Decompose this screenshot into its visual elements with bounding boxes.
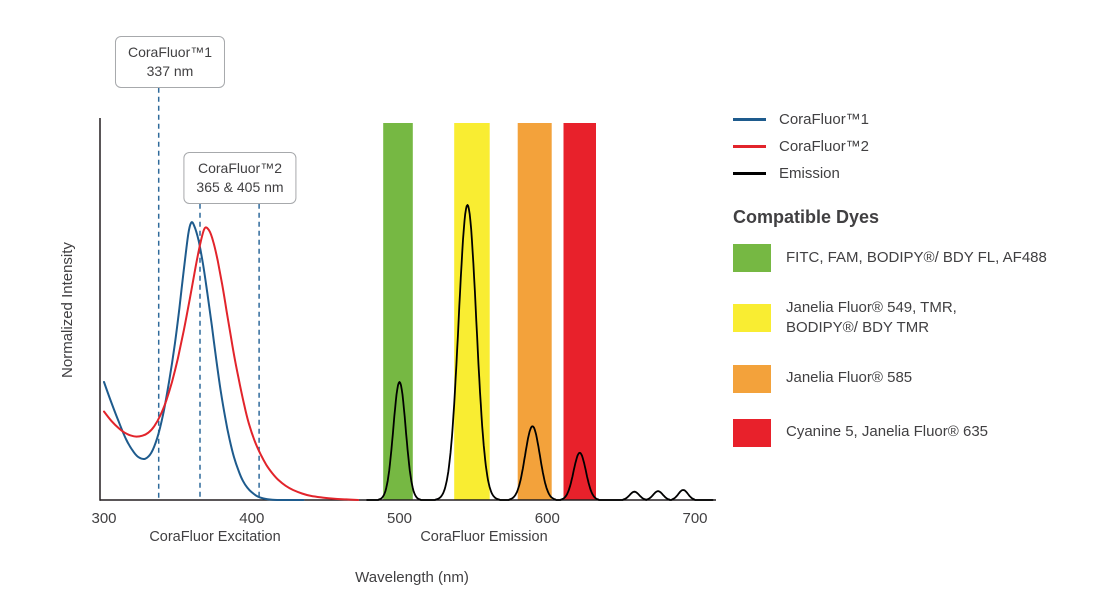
legend-item: CoraFluor™2 <box>733 133 1105 160</box>
x-tick-label: 700 <box>682 510 707 527</box>
legend-list: CoraFluor™1 CoraFluor™2 Emission <box>733 106 1105 187</box>
dye-band <box>563 123 596 500</box>
y-axis-title: Normalized Intensity <box>59 242 76 378</box>
legend-panel: CoraFluor™1 CoraFluor™2 Emission Compatibl… <box>733 106 1105 447</box>
dye-label: Janelia Fluor® 585 <box>786 369 913 387</box>
dye-label: FITC, FAM, BODIPY®/ BDY FL, AF488 <box>786 248 1047 266</box>
dye-label: Janelia Fluor® 549, TMR, BODIPY®/ BDY TMR <box>786 299 957 337</box>
x-tick-label: 500 <box>387 510 412 527</box>
dye-item: Janelia Fluor® 549, TMR, BODIPY®/ BDY TMR <box>733 298 1105 339</box>
callout-lines-layer <box>157 87 260 500</box>
x-tick-label: 400 <box>239 510 264 527</box>
dye-list: FITC, FAM, BODIPY®/ BDY FL, AF488 Janelia… <box>733 244 1105 447</box>
bands-layer <box>383 123 596 500</box>
legend-line-swatch <box>733 172 766 175</box>
legend-label: Emission <box>779 165 840 182</box>
callout-2-title: CoraFluor™2 <box>197 160 283 176</box>
dye-color-swatch <box>733 304 771 333</box>
emission-section-label: CoraFluor Emission <box>420 529 547 545</box>
legend-item: CoraFluor™1 <box>733 106 1105 133</box>
legend-label: CoraFluor™2 <box>779 138 870 155</box>
legend-line-swatch <box>733 145 766 148</box>
spectrum-curve-excitation <box>103 226 360 501</box>
spectrum-curve-excitation <box>103 221 305 502</box>
x-tick-label: 600 <box>535 510 560 527</box>
compatible-dyes-heading: Compatible Dyes <box>733 207 880 227</box>
callout-2: CoraFluor™2 365 & 405 nm <box>183 152 297 204</box>
dye-item: Cyanine 5, Janelia Fluor® 635 <box>733 418 1105 447</box>
legend-label: CoraFluor™1 <box>779 111 870 128</box>
legend-line-swatch <box>733 118 766 121</box>
dye-band <box>383 123 413 500</box>
callout-1: CoraFluor™1 337 nm <box>114 36 226 88</box>
curves-layer <box>103 204 714 502</box>
callout-1-subtitle: 337 nm <box>146 62 194 79</box>
dye-color-swatch <box>733 364 771 393</box>
dye-item: Janelia Fluor® 585 <box>733 364 1105 393</box>
callout-2-subtitle: 365 & 405 nm <box>196 178 284 195</box>
dye-item: FITC, FAM, BODIPY®/ BDY FL, AF488 <box>733 244 1105 272</box>
legend-item: Emission <box>733 160 1105 187</box>
x-tick-label: 300 <box>91 510 116 527</box>
excitation-section-label: CoraFluor Excitation <box>149 529 280 545</box>
spectra-svg: 300 400 500 600 700 Normalized Intensity Cor… <box>59 87 716 586</box>
dye-band <box>517 123 552 500</box>
spectrum-curve-emission <box>366 204 714 501</box>
x-axis-title: Wavelength (nm) <box>355 569 469 586</box>
dye-color-swatch <box>733 244 771 272</box>
dye-label: Cyanine 5, Janelia Fluor® 635 <box>786 423 989 441</box>
callout-1-title: CoraFluor™1 <box>127 44 213 60</box>
ticks-layer: 300 400 500 600 700 <box>91 510 707 527</box>
dye-color-swatch <box>733 418 771 447</box>
